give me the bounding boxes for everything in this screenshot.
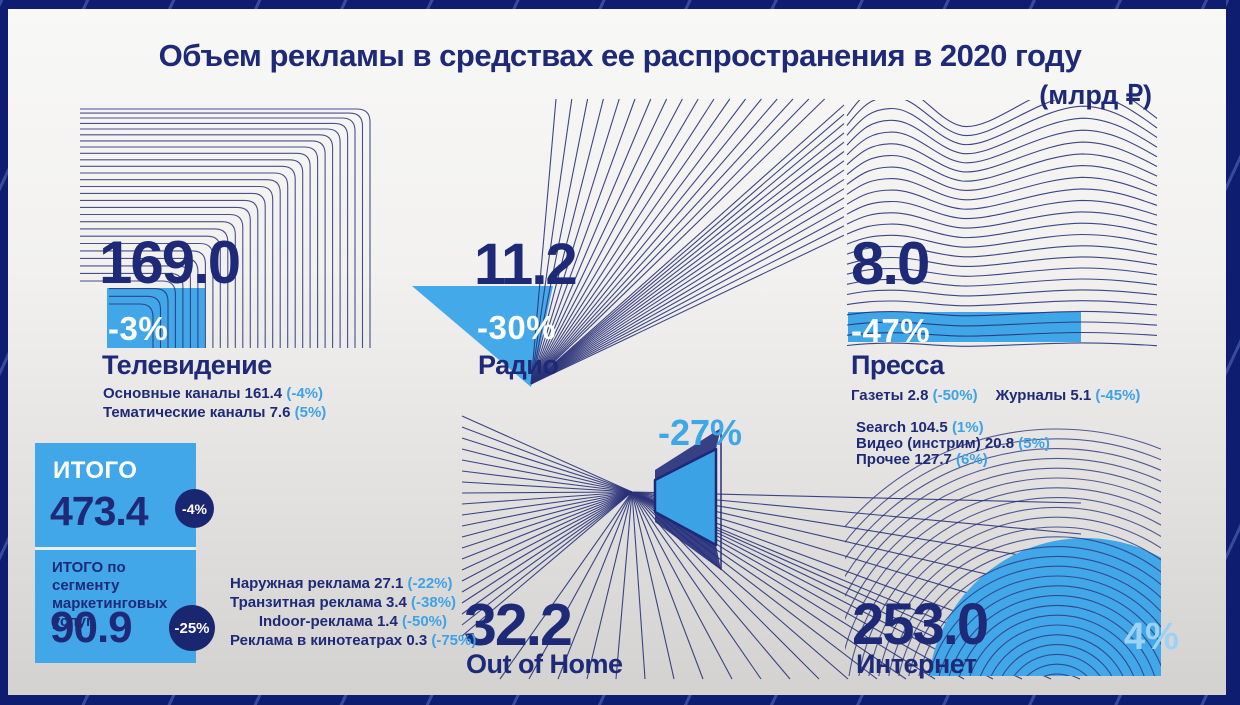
detail-value: 127.7 bbox=[914, 451, 952, 468]
detail-value: 1.4 bbox=[376, 613, 398, 630]
press-detail-row: Газеты 2.8 (-50%) bbox=[851, 387, 978, 404]
internet-change: 4% bbox=[1124, 616, 1179, 658]
detail-label: Тематические каналы bbox=[103, 404, 266, 421]
detail-label: Газеты bbox=[851, 387, 904, 404]
internet-concentric-arcs-art bbox=[845, 428, 1161, 676]
detail-pct: (-50%) bbox=[401, 613, 447, 630]
detail-value: 20.8 bbox=[984, 435, 1015, 452]
detail-label: Основные каналы bbox=[103, 385, 241, 402]
tv-value: 169.0 bbox=[99, 229, 241, 296]
ooh-detail-row: Наружная реклама 27.1 (-22%) bbox=[230, 574, 453, 593]
press-value: 8.0 bbox=[851, 230, 930, 297]
totals-segment-change-badge: -25% bbox=[169, 605, 215, 651]
detail-value: 5.1 bbox=[1070, 387, 1092, 404]
ooh-detail-row: Транзитная реклама 3.4 (-38%) bbox=[230, 593, 456, 612]
detail-value: 104.5 bbox=[910, 419, 948, 436]
tv-details: Основные каналы 161.4 (-4%) Тематические… bbox=[103, 384, 326, 422]
detail-value: 3.4 bbox=[385, 594, 407, 611]
detail-pct: (-75%) bbox=[431, 632, 477, 649]
detail-value: 27.1 bbox=[374, 575, 404, 592]
ooh-detail-row: Реклама в кинотеатрах 0.3 (-75%) bbox=[230, 631, 476, 650]
internet-details: Search 104.5 (1%) Видео (инстрим) 20.8 (… bbox=[856, 420, 1050, 468]
internet-detail-row: Search 104.5 (1%) bbox=[856, 420, 1050, 436]
detail-label: Indoor-реклама bbox=[258, 613, 373, 630]
internet-detail-row: Прочее 127.7 (6%) bbox=[856, 452, 1050, 468]
detail-pct: (5%) bbox=[1018, 435, 1050, 452]
detail-pct: (-4%) bbox=[286, 385, 323, 402]
radio-label: Радио bbox=[478, 350, 559, 380]
totals-panel: ИТОГО 473.4 ИТОГО по сегменту маркетинго… bbox=[35, 443, 196, 663]
totals-segment-label: ИТОГО по сегменту маркетинговых услуг bbox=[52, 559, 168, 630]
tv-change: -3% bbox=[108, 310, 169, 347]
frame-right-bar bbox=[1226, 0, 1240, 705]
ooh-value: 32.2 bbox=[464, 592, 573, 658]
detail-pct: (5%) bbox=[294, 404, 327, 421]
press-detail-row: Журналы 5.1 (-45%) bbox=[996, 387, 1141, 404]
totals-value: 473.4 bbox=[50, 488, 149, 534]
detail-pct: (-38%) bbox=[411, 594, 457, 611]
detail-pct: (1%) bbox=[951, 419, 984, 436]
detail-label: Транзитная реклама bbox=[230, 594, 382, 611]
tv-detail-row: Основные каналы 161.4 (-4%) bbox=[103, 384, 326, 403]
internet-label: Интернет bbox=[856, 649, 977, 679]
radio-ray-fan-art bbox=[412, 98, 845, 387]
ooh-perspective-billboard-art bbox=[461, 415, 1082, 680]
totals-segment-value: 90.9 bbox=[50, 603, 133, 652]
frame-left-bar bbox=[0, 0, 8, 705]
page-title: Объем рекламы в средствах ее распростран… bbox=[158, 38, 1082, 73]
unit-label: (млрд ₽) bbox=[1039, 80, 1152, 110]
ooh-label: Out of Home bbox=[466, 649, 623, 679]
detail-value: 0.3 bbox=[406, 632, 428, 649]
detail-label: Прочее bbox=[856, 451, 911, 468]
ooh-detail-row: Indoor-реклама 1.4 (-50%) bbox=[230, 612, 447, 631]
press-change: -47% bbox=[851, 312, 931, 349]
detail-pct: (6%) bbox=[956, 451, 988, 468]
frame-top-bar bbox=[0, 0, 1240, 9]
detail-label: Наружная реклама bbox=[230, 575, 370, 592]
frame-bottom-bar bbox=[0, 695, 1240, 705]
detail-label: Search bbox=[856, 419, 907, 436]
detail-value: 2.8 bbox=[907, 387, 929, 404]
detail-label: Реклама в кинотеатрах bbox=[230, 632, 403, 649]
detail-pct: (-45%) bbox=[1095, 387, 1141, 404]
radio-value: 11.2 bbox=[474, 232, 578, 297]
press-details: Газеты 2.8 (-50%) Журналы 5.1 (-45%) bbox=[851, 386, 1140, 405]
detail-label: Видео (инстрим) bbox=[856, 435, 981, 452]
press-label: Пресса bbox=[851, 350, 944, 380]
totals-title: ИТОГО bbox=[53, 457, 138, 484]
detail-pct: (-22%) bbox=[407, 575, 453, 592]
internet-value: 253.0 bbox=[852, 592, 989, 657]
tv-concentric-corners-art bbox=[80, 108, 371, 348]
radio-change: -30% bbox=[477, 309, 557, 346]
ooh-details: Наружная реклама 27.1 (-22%) Транзитная … bbox=[230, 574, 476, 650]
press-wave-lines-art bbox=[846, 100, 1158, 347]
tv-detail-row: Тематические каналы 7.6 (5%) bbox=[103, 403, 326, 422]
tv-label: Телевидение bbox=[102, 350, 272, 380]
totals-divider bbox=[35, 547, 196, 550]
detail-pct: (-50%) bbox=[932, 387, 978, 404]
internet-detail-row: Видео (инстрим) 20.8 (5%) bbox=[856, 436, 1050, 452]
detail-label: Журналы bbox=[995, 387, 1067, 404]
totals-change-badge: -4% bbox=[175, 489, 214, 528]
detail-value: 7.6 bbox=[269, 404, 291, 421]
detail-value: 161.4 bbox=[244, 385, 283, 402]
ooh-change: -27% bbox=[658, 412, 743, 453]
